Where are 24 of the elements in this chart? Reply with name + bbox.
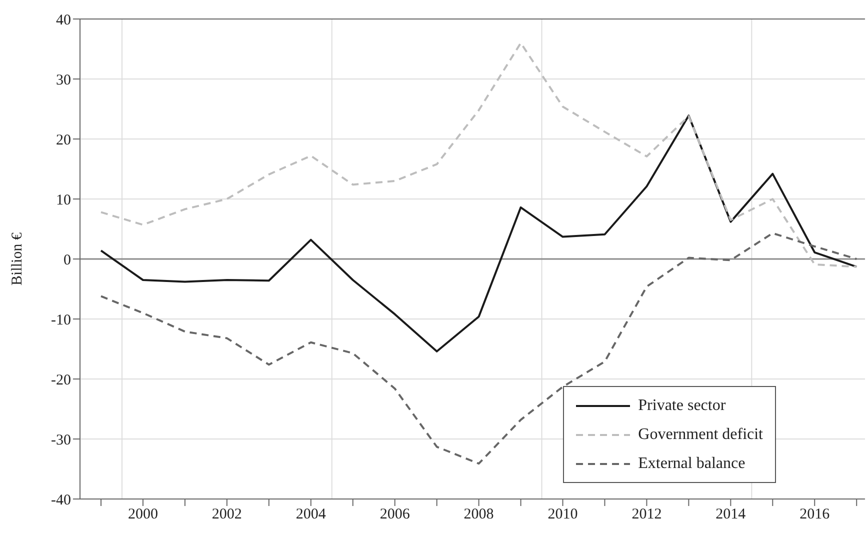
x-tick-label: 2004 (296, 506, 326, 523)
x-tick-label: 2002 (212, 506, 242, 523)
x-tick-label: 2016 (800, 506, 830, 523)
y-tick-label: 20 (56, 132, 71, 148)
legend-label: Private sector (638, 396, 726, 414)
legend-label: Government deficit (638, 426, 763, 444)
y-axis-title: Billion € (9, 232, 26, 286)
y-tick-label: 0 (64, 252, 71, 268)
x-tick-label: 2012 (632, 506, 662, 523)
y-tick-label: 40 (56, 12, 71, 28)
y-tick-label: -40 (51, 492, 71, 508)
x-tick-label: 2000 (128, 506, 158, 523)
legend-label: External balance (638, 454, 746, 472)
y-tick-label: 30 (56, 72, 71, 88)
y-tick-label: -10 (51, 312, 71, 328)
x-tick-label: 2006 (380, 506, 410, 523)
x-tick-label: 2014 (716, 506, 746, 523)
x-tick-label: 2008 (464, 506, 494, 523)
y-tick-label: -30 (51, 432, 71, 448)
y-tick-label: -20 (51, 372, 71, 388)
y-tick-label: 10 (56, 192, 71, 208)
line-series (100, 42, 858, 268)
x-tick-label: 2010 (548, 506, 578, 523)
line-series (100, 114, 858, 352)
